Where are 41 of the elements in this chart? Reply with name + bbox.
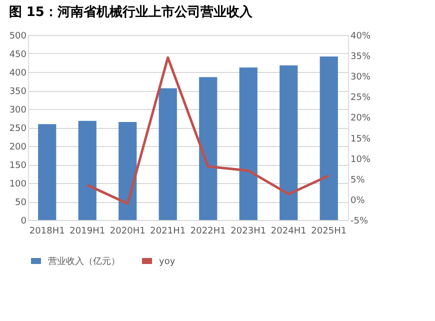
x-tick-label: 2023H1 bbox=[230, 226, 266, 236]
y-tick-label: 50 bbox=[15, 198, 27, 208]
x-tick-label: 2020H1 bbox=[110, 226, 146, 236]
y2-tick-label: 10% bbox=[350, 154, 371, 165]
x-tick-label: 2025H1 bbox=[311, 226, 347, 236]
y-tick-label: 500 bbox=[9, 32, 27, 42]
x-tick-label: 2018H1 bbox=[29, 226, 65, 236]
y-tick-label: 100 bbox=[9, 180, 27, 190]
y-tick-label: 0 bbox=[20, 216, 27, 226]
y2-tick-label: 20% bbox=[350, 114, 371, 124]
chart-title: 图 15：河南省机械行业上市公司营业收入 bbox=[8, 4, 254, 20]
y2-tick-label: 25% bbox=[350, 93, 371, 104]
y-tick-label: 200 bbox=[9, 142, 27, 152]
y2-tick-label: 5% bbox=[350, 175, 366, 186]
bar bbox=[199, 77, 218, 220]
x-tick-label: 2021H1 bbox=[150, 226, 186, 236]
y-tick-label: 150 bbox=[9, 161, 27, 171]
y2-tick-label: 35% bbox=[350, 52, 371, 62]
line-series bbox=[86, 56, 330, 205]
legend-label: yoy bbox=[159, 257, 176, 267]
bar bbox=[320, 56, 338, 220]
legend-label: 营业收入（亿元） bbox=[48, 256, 120, 267]
bar bbox=[38, 124, 56, 220]
y-tick-label: 250 bbox=[9, 124, 27, 134]
bar bbox=[118, 122, 137, 220]
bar bbox=[280, 65, 298, 220]
y2-tick-label: -5% bbox=[350, 216, 368, 226]
y-tick-label: 300 bbox=[9, 106, 27, 116]
x-tick-label: 2019H1 bbox=[70, 226, 106, 236]
y2-tick-label: 40% bbox=[350, 32, 371, 42]
x-tick-label: 2024H1 bbox=[270, 226, 306, 236]
bar bbox=[158, 88, 177, 220]
x-tick-label: 2022H1 bbox=[190, 226, 226, 236]
y2-tick-label: 0% bbox=[350, 196, 366, 206]
y2-tick-label: 30% bbox=[350, 72, 371, 83]
y-tick-label: 350 bbox=[9, 87, 27, 97]
y-tick-label: 450 bbox=[9, 50, 27, 60]
y2-tick-label: 15% bbox=[350, 134, 371, 144]
y-tick-label: 400 bbox=[9, 68, 27, 78]
bar bbox=[239, 68, 258, 220]
bar bbox=[78, 120, 96, 220]
